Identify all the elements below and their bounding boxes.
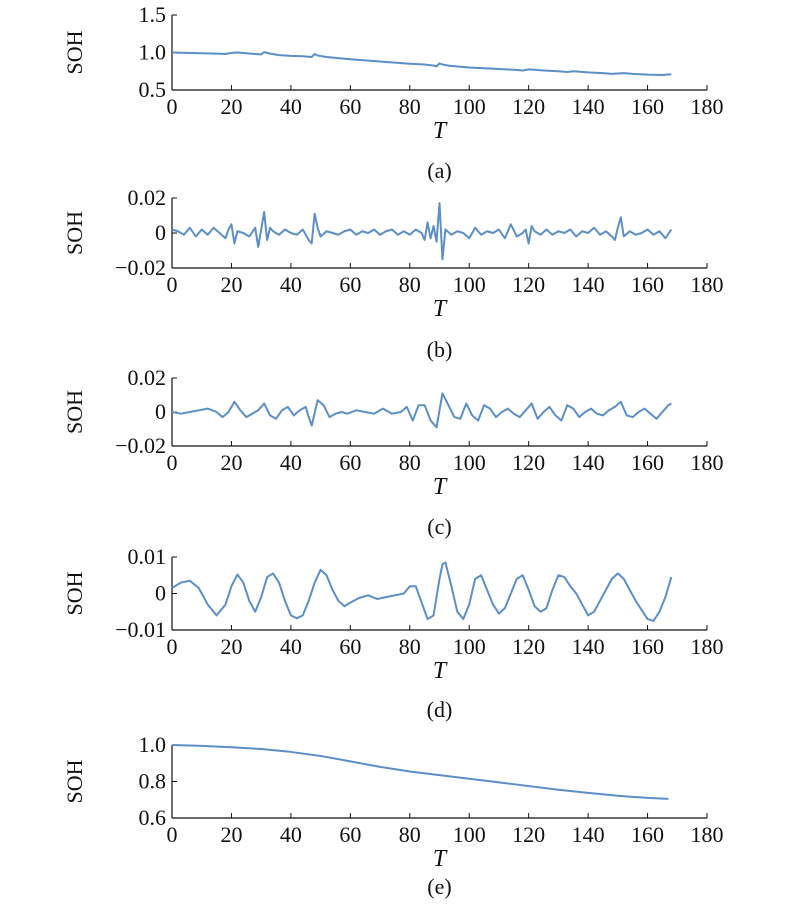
- x-tick-label: 120: [512, 822, 545, 847]
- series-line: [171, 561, 673, 622]
- y-tick-label: 0.6: [139, 805, 167, 830]
- series-line: [171, 51, 672, 76]
- x-tick-label: 180: [691, 272, 724, 297]
- panel-caption: (c): [427, 514, 451, 539]
- x-tick-label: 160: [631, 634, 664, 659]
- x-tick-label: 140: [572, 822, 605, 847]
- x-tick-label: 160: [631, 822, 664, 847]
- series-line: [171, 392, 672, 429]
- x-tick-label: 160: [631, 94, 664, 119]
- x-tick-label: 100: [453, 450, 486, 475]
- chart-panel-5: 0.6 0.8 1.0 0 20 40 60 80 100 120 140 160 180 SOH T(e): [62, 732, 724, 899]
- y-tick-label: −0.02: [115, 255, 166, 280]
- x-tick-label: 100: [453, 822, 486, 847]
- x-tick-label: 40: [280, 822, 302, 847]
- y-tick-label: 0.8: [139, 769, 167, 794]
- x-tick-label: 140: [572, 634, 605, 659]
- x-tick-label: 80: [399, 272, 421, 297]
- series-line: [171, 202, 673, 261]
- x-tick-label: 0: [167, 450, 178, 475]
- x-tick-label: 60: [339, 272, 361, 297]
- y-tick-label: 0: [155, 399, 166, 424]
- x-tick-label: 0: [167, 634, 178, 659]
- x-tick-label: 0: [167, 822, 178, 847]
- x-axis-label: T: [433, 118, 448, 144]
- x-tick-label: 60: [339, 822, 361, 847]
- series-line: [171, 744, 669, 800]
- y-tick-label: 0.02: [128, 365, 167, 390]
- x-tick-label: 60: [339, 450, 361, 475]
- x-tick-label: 160: [631, 450, 664, 475]
- x-tick-label: 100: [453, 94, 486, 119]
- x-tick-label: 120: [512, 450, 545, 475]
- y-tick-label: −0.01: [115, 617, 166, 642]
- x-tick-label: 20: [220, 822, 242, 847]
- x-tick-label: 80: [399, 634, 421, 659]
- panel-caption: (d): [427, 697, 453, 722]
- x-tick-label: 180: [691, 450, 724, 475]
- y-tick-label: 0: [155, 581, 166, 606]
- panel-caption: (a): [427, 158, 451, 183]
- chart-panel-1: 0.5 1.0 1.5 0 20 40 60 80 100 120 140 160 180 SOH T (a): [62, 2, 724, 183]
- y-tick-label: 0.02: [128, 185, 167, 210]
- y-tick-label: 0.01: [128, 544, 167, 569]
- x-tick-label: 180: [691, 94, 724, 119]
- x-tick-label: 80: [399, 822, 421, 847]
- x-tick-label: 120: [512, 94, 545, 119]
- y-axis-label: SOH: [62, 571, 87, 615]
- y-axis-label: SOH: [62, 390, 87, 434]
- x-tick-label: 20: [220, 94, 242, 119]
- x-tick-label: 120: [512, 272, 545, 297]
- x-axis-label: T: [433, 658, 448, 684]
- x-tick-label: 20: [220, 450, 242, 475]
- y-tick-label: 0: [155, 220, 166, 245]
- x-tick-label: 140: [572, 450, 605, 475]
- x-tick-label: 60: [339, 634, 361, 659]
- x-tick-label: 140: [572, 272, 605, 297]
- x-tick-label: 120: [512, 634, 545, 659]
- x-tick-label: 20: [220, 272, 242, 297]
- x-tick-label: 180: [691, 822, 724, 847]
- x-tick-label: 100: [453, 272, 486, 297]
- y-tick-label: 1.0: [139, 40, 167, 65]
- y-axis-label: SOH: [62, 211, 87, 255]
- x-axis-label: T: [433, 846, 448, 872]
- x-tick-label: 80: [399, 94, 421, 119]
- x-tick-label: 0: [167, 272, 178, 297]
- x-tick-label: 40: [280, 634, 302, 659]
- x-tick-label: 100: [453, 634, 486, 659]
- x-axis-label: T: [433, 474, 448, 500]
- x-tick-label: 80: [399, 450, 421, 475]
- panel-caption: (b): [427, 337, 453, 362]
- x-tick-label: 20: [220, 634, 242, 659]
- y-tick-label: −0.02: [115, 433, 166, 458]
- panel-caption: (e): [427, 874, 451, 899]
- x-tick-label: 60: [339, 94, 361, 119]
- x-tick-label: 40: [280, 450, 302, 475]
- x-axis-label: T: [433, 296, 448, 322]
- y-axis-label: SOH: [62, 30, 87, 74]
- x-tick-label: 160: [631, 272, 664, 297]
- y-tick-label: 1.0: [139, 732, 167, 757]
- y-tick-label: 0.5: [139, 77, 167, 102]
- x-tick-label: 180: [691, 634, 724, 659]
- y-tick-label: 1.5: [139, 2, 167, 27]
- x-tick-label: 40: [280, 94, 302, 119]
- x-tick-label: 140: [572, 94, 605, 119]
- x-tick-label: 0: [167, 94, 178, 119]
- x-tick-label: 40: [280, 272, 302, 297]
- y-axis-label: SOH: [62, 759, 87, 803]
